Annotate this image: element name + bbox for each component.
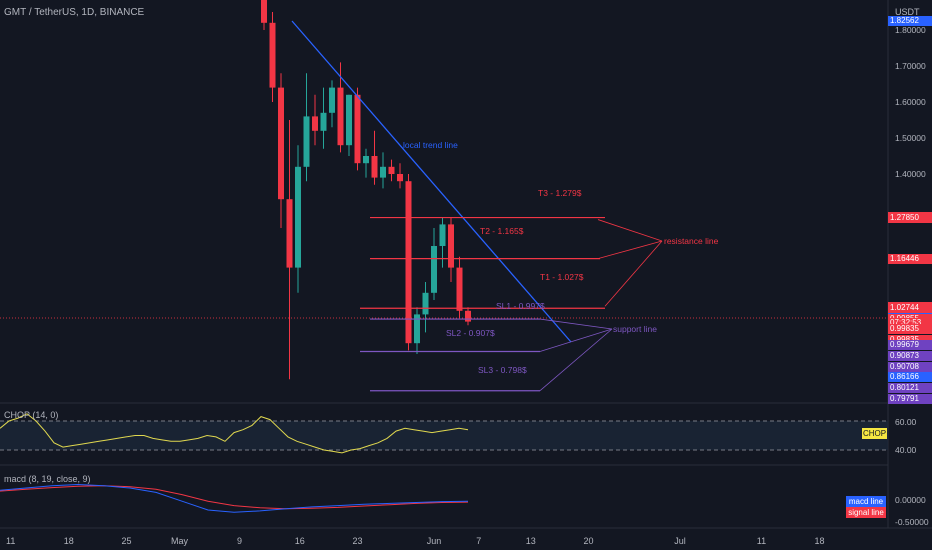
candle-body (312, 116, 318, 131)
chop-series (0, 413, 469, 454)
price-tag: 0.99835 (888, 334, 932, 345)
resistance-arrow (604, 240, 663, 307)
time-axis-label: 9 (237, 536, 243, 546)
price-tag: 1.16446 (888, 253, 932, 264)
price-tag: 0.99679 (888, 340, 932, 350)
price-tag: 0.99835 (888, 323, 932, 334)
time-axis-label: 18 (63, 536, 74, 546)
time-axis-label: 11 (756, 536, 767, 546)
candle-body (329, 87, 335, 113)
candle-body (448, 224, 454, 268)
t2-label: T2 - 1.165$ (480, 226, 524, 236)
candle-body (388, 166, 395, 174)
price-tag: 0.90708 (888, 361, 932, 372)
time-axis-label: 25 (121, 536, 132, 546)
macd-series (0, 483, 469, 513)
sl1-label: SL1 - 0.997$ (496, 301, 545, 311)
price-tag: 0.90873 (888, 350, 932, 361)
price-tag: 0.79791 (888, 394, 932, 404)
candle-body (286, 199, 293, 268)
candle-body (380, 166, 386, 178)
candle-body (363, 156, 369, 164)
candle-body (397, 174, 403, 182)
chop-title[interactable]: CHOP (14, 0) (4, 410, 59, 420)
price-axis-label: 1.40000 (895, 169, 926, 179)
candle-body (320, 112, 327, 131)
price-axis-label: 1.50000 (895, 133, 926, 143)
time-axis-label: 16 (294, 536, 305, 546)
signal-line-badge: signal line (846, 507, 886, 518)
resistance-arrow (597, 240, 663, 259)
candle-body (295, 166, 301, 268)
time-axis-label: 13 (525, 536, 536, 546)
candle-body (405, 181, 412, 344)
macd-axis-0: 0.00000 (895, 495, 926, 505)
macd-title[interactable]: macd (8, 19, close, 9) (4, 474, 91, 484)
price-axis-label: 1.60000 (895, 97, 926, 107)
chop-badge: CHOP (862, 428, 887, 439)
candle-body (337, 87, 344, 146)
price-tag: 1.82562 (888, 15, 932, 26)
price-axis-label: 1.80000 (895, 25, 926, 35)
time-axis-label: Jul (674, 536, 686, 546)
chop-band (0, 421, 888, 450)
chop-axis-60: 60.00 (895, 417, 917, 427)
macd-axis-neg: -0.50000 (895, 517, 929, 527)
price-tag: 1.27850 (888, 212, 932, 223)
sl2-label: SL2 - 0.907$ (446, 328, 495, 338)
candle-body (269, 22, 276, 88)
time-axis-label: 20 (583, 536, 594, 546)
support-arrow (539, 328, 613, 352)
candle-body (278, 87, 284, 200)
price-tag: 07:32:53 (888, 318, 932, 329)
macd-line-badge: macd line (846, 496, 886, 507)
trend-line-label: local trend line (403, 140, 458, 150)
time-axis-label: 7 (476, 536, 482, 546)
t1-label: T1 - 1.027$ (540, 272, 584, 282)
candle-body (422, 292, 429, 315)
time-axis-label: 11 (6, 536, 16, 546)
candle-body (414, 314, 420, 344)
price-tag: 0.86166 (888, 372, 932, 383)
chop-axis-40: 40.00 (895, 445, 917, 455)
candle-body (303, 116, 310, 167)
trend-line (291, 20, 572, 343)
candle-body (439, 224, 446, 246)
candle-body (346, 94, 352, 146)
candle-body (431, 246, 437, 293)
resistance-label: resistance line (664, 236, 719, 246)
support-arrow (539, 318, 613, 330)
time-axis-label: Jun (426, 536, 442, 546)
price-axis-label: 1.70000 (895, 61, 926, 71)
sl3-label: SL3 - 0.798$ (478, 365, 527, 375)
candle-body (371, 156, 378, 178)
support-arrow (539, 328, 613, 392)
time-axis-label: 18 (814, 536, 825, 546)
candle-body (261, 0, 267, 23)
currency-label: USDT (895, 7, 920, 17)
t3-label: T3 - 1.279$ (538, 188, 582, 198)
candle-body (354, 94, 361, 164)
candle-body (465, 310, 471, 322)
support-label: support line (613, 324, 657, 334)
signal-series (0, 485, 469, 510)
candle-body (456, 267, 463, 311)
time-axis-label: May (171, 536, 189, 546)
resistance-arrow (597, 219, 663, 242)
time-axis-label: 23 (352, 536, 363, 546)
price-tag: 0.80121 (888, 383, 932, 394)
price-tag: 1.02744 (888, 303, 932, 314)
symbol-title[interactable]: GMT / TetherUS, 1D, BINANCE (4, 7, 145, 18)
